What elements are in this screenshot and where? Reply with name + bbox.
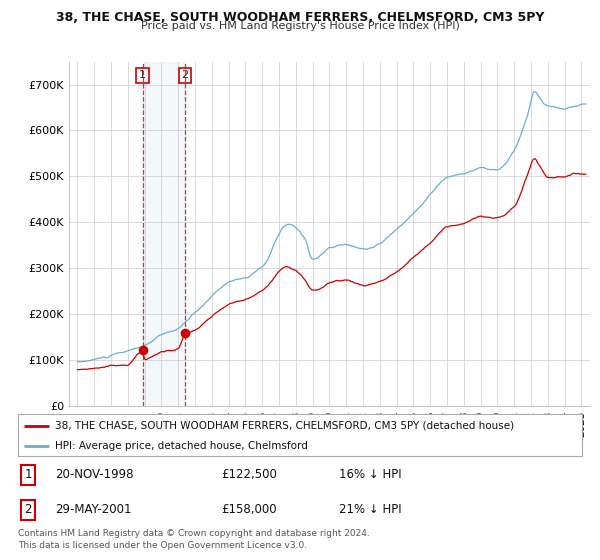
Text: £122,500: £122,500 bbox=[221, 468, 277, 482]
Text: 2: 2 bbox=[182, 71, 188, 81]
Bar bbox=[143, 62, 185, 406]
Text: 1: 1 bbox=[25, 468, 32, 482]
Text: 16% ↓ HPI: 16% ↓ HPI bbox=[340, 468, 402, 482]
Text: 20-NOV-1998: 20-NOV-1998 bbox=[55, 468, 133, 482]
Text: 21% ↓ HPI: 21% ↓ HPI bbox=[340, 503, 402, 516]
Text: 29-MAY-2001: 29-MAY-2001 bbox=[55, 503, 131, 516]
Text: 38, THE CHASE, SOUTH WOODHAM FERRERS, CHELMSFORD, CM3 5PY: 38, THE CHASE, SOUTH WOODHAM FERRERS, CH… bbox=[56, 11, 544, 24]
Text: 38, THE CHASE, SOUTH WOODHAM FERRERS, CHELMSFORD, CM3 5PY (detached house): 38, THE CHASE, SOUTH WOODHAM FERRERS, CH… bbox=[55, 421, 514, 431]
Text: £158,000: £158,000 bbox=[221, 503, 277, 516]
Text: 2: 2 bbox=[25, 503, 32, 516]
Text: 1: 1 bbox=[139, 71, 146, 81]
Text: Price paid vs. HM Land Registry's House Price Index (HPI): Price paid vs. HM Land Registry's House … bbox=[140, 21, 460, 31]
Text: Contains HM Land Registry data © Crown copyright and database right 2024.
This d: Contains HM Land Registry data © Crown c… bbox=[18, 529, 370, 550]
Text: HPI: Average price, detached house, Chelmsford: HPI: Average price, detached house, Chel… bbox=[55, 441, 308, 451]
